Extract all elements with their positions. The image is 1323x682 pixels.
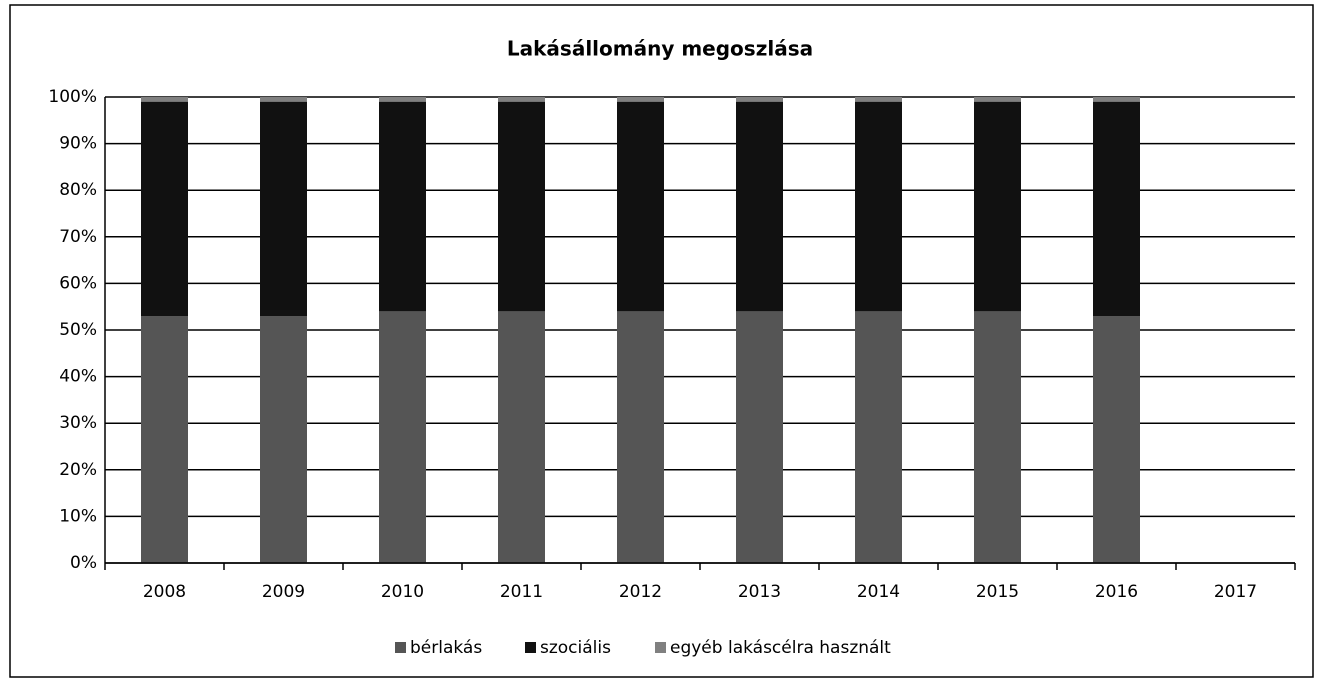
y-tick-label: 90% — [59, 134, 97, 154]
bar-segment — [855, 311, 902, 563]
bar-segment — [141, 101, 188, 317]
legend-swatch — [525, 642, 536, 653]
bar-segment — [379, 311, 426, 563]
y-tick-label: 50% — [59, 320, 97, 340]
bar-segment — [855, 101, 902, 312]
y-tick-label: 60% — [59, 273, 97, 293]
bar-segment — [379, 97, 426, 102]
x-tick-label: 2010 — [381, 582, 424, 602]
bar-segment — [974, 97, 1021, 102]
x-tick-label: 2013 — [738, 582, 781, 602]
bar-segment — [498, 311, 545, 563]
bar-segment — [736, 97, 783, 102]
x-tick-label: 2015 — [976, 582, 1019, 602]
bar-segment — [498, 101, 545, 312]
y-tick-label: 20% — [59, 460, 97, 480]
legend-label: bérlakás — [410, 638, 482, 658]
x-tick-label: 2012 — [619, 582, 662, 602]
bar-segment — [974, 311, 1021, 563]
bar-segment — [974, 101, 1021, 312]
bar-segment — [1093, 316, 1140, 563]
bar-segment — [736, 101, 783, 312]
y-tick-label: 10% — [59, 506, 97, 526]
bar-segment — [379, 101, 426, 312]
legend-label: egyéb lakáscélra használt — [670, 638, 891, 658]
y-tick-label: 70% — [59, 227, 97, 247]
bar-segment — [1093, 97, 1140, 102]
chart-title: Lakásállomány megoszlása — [507, 37, 813, 61]
bar-segment — [260, 97, 307, 102]
y-tick-label: 30% — [59, 413, 97, 433]
legend-swatch — [655, 642, 666, 653]
bar-segment — [855, 97, 902, 102]
y-tick-label: 40% — [59, 367, 97, 387]
x-tick-label: 2017 — [1214, 582, 1257, 602]
legend-swatch — [395, 642, 406, 653]
bar-segment — [260, 316, 307, 563]
x-tick-label: 2011 — [500, 582, 543, 602]
bar-segment — [141, 316, 188, 563]
x-tick-label: 2014 — [857, 582, 900, 602]
y-tick-label: 0% — [70, 553, 97, 573]
x-tick-label: 2008 — [143, 582, 186, 602]
bar-segment — [498, 97, 545, 102]
y-tick-label: 80% — [59, 180, 97, 200]
legend-label: szociális — [540, 638, 611, 658]
bar-segment — [1093, 101, 1140, 317]
x-tick-label: 2009 — [262, 582, 305, 602]
y-tick-label: 100% — [48, 87, 97, 107]
bar-segment — [617, 97, 664, 102]
bar-segment — [260, 101, 307, 317]
bar-segment — [736, 311, 783, 563]
bar-segment — [617, 311, 664, 563]
x-tick-label: 2016 — [1095, 582, 1138, 602]
bar-segment — [617, 101, 664, 312]
bar-segment — [141, 97, 188, 102]
